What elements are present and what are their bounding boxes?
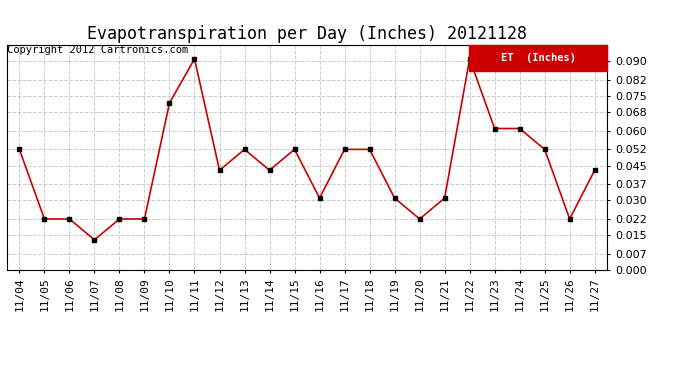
Text: Copyright 2012 Cartronics.com: Copyright 2012 Cartronics.com bbox=[7, 45, 188, 55]
Text: ET  (Inches): ET (Inches) bbox=[501, 53, 575, 63]
Bar bbox=[469, 45, 607, 71]
Title: Evapotranspiration per Day (Inches) 20121128: Evapotranspiration per Day (Inches) 2012… bbox=[87, 26, 527, 44]
